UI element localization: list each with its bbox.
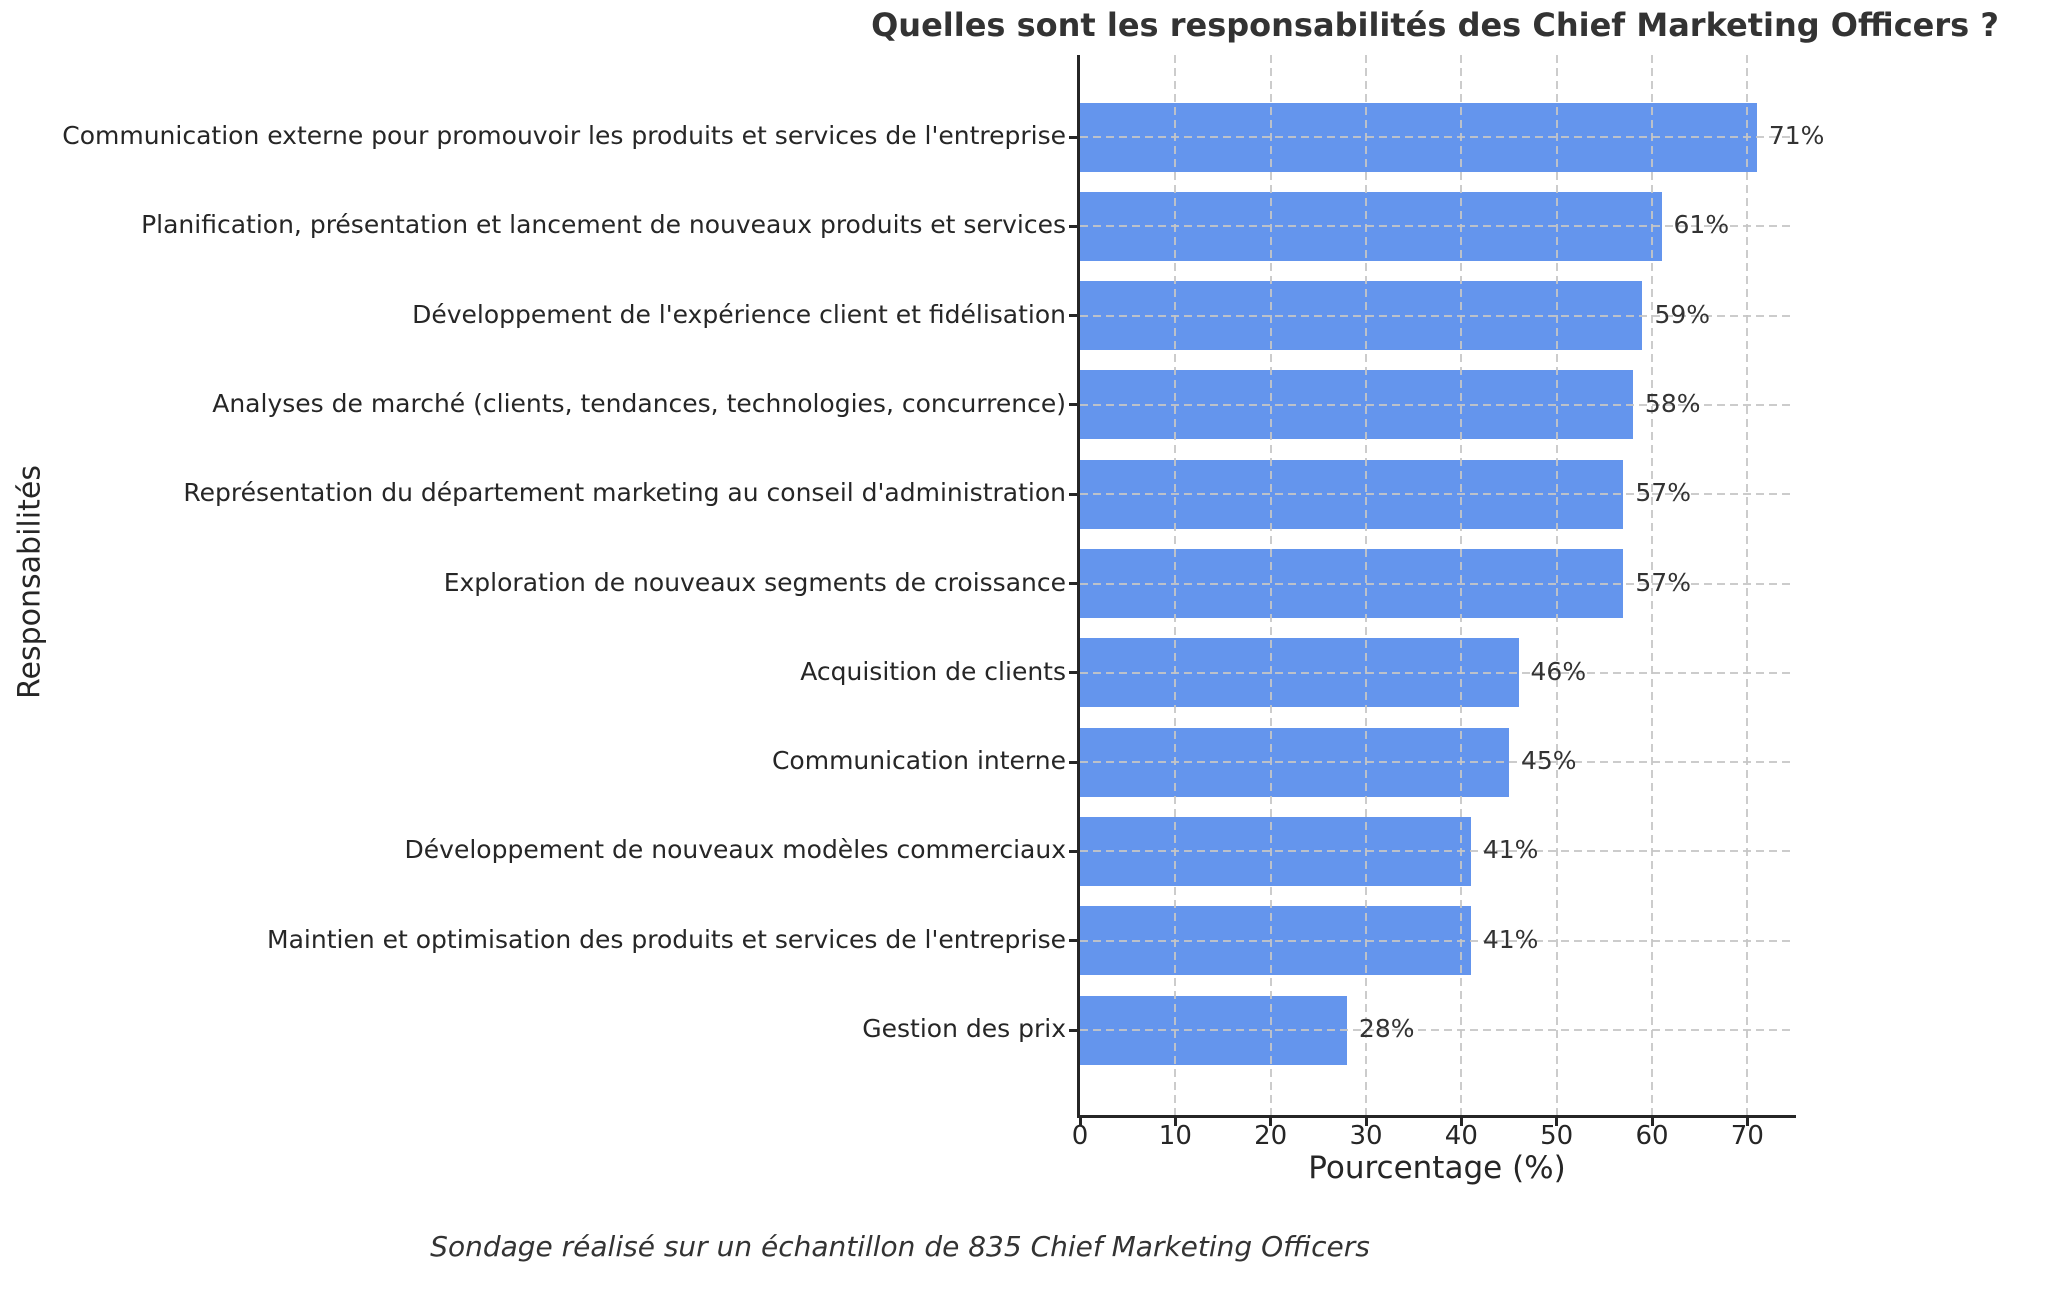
bar-value-label: 45% [1521,746,1577,776]
bar-value-label: 71% [1768,121,1825,150]
gridline-vertical [1460,55,1463,1115]
gridline-horizontal [1080,1029,1795,1031]
x-axis-spine [1077,1115,1796,1118]
category-label: Communication interne [771,746,1066,776]
category-label: Représentation du département marketing … [183,478,1066,508]
x-tick-mark [1650,1117,1654,1126]
gridline-horizontal [1080,761,1795,764]
gridline-horizontal [1080,671,1795,674]
y-tick-mark [1069,671,1077,675]
bar-value-label: 28% [1358,1014,1415,1043]
gridline-horizontal [1080,225,1795,228]
x-tick-mark [1078,1117,1082,1126]
category-label: Communication externe pour promouvoir le… [62,121,1066,150]
gridline-vertical [1555,55,1558,1115]
gridline-vertical [1651,55,1653,1115]
gridline-horizontal [1080,403,1795,406]
gridline-horizontal [1080,314,1795,317]
footnote: Sondage réalisé sur un échantillon de 83… [430,1230,1370,1263]
gridline-horizontal [1080,493,1795,496]
gridline-vertical [1365,55,1367,1115]
y-tick-mark [1069,135,1077,139]
x-tick-mark [1745,1117,1749,1126]
gridline-horizontal [1080,850,1795,853]
bar-value-label: 57% [1635,567,1691,597]
category-label: Exploration de nouveaux segments de croi… [443,567,1066,597]
gridline-horizontal [1080,582,1795,585]
x-axis-label: Pourcentage (%) [1308,1150,1566,1186]
y-tick-mark [1069,314,1077,318]
x-tick-label: 60 [1635,1121,1669,1151]
y-tick-mark [1069,760,1077,764]
y-tick-mark [1069,1028,1077,1032]
x-tick-label: 10 [1158,1121,1192,1151]
x-tick-label: 40 [1444,1121,1478,1151]
bar-value-label: 61% [1673,210,1730,240]
x-tick-label: 20 [1254,1121,1288,1151]
bar-value-label: 41% [1482,835,1539,865]
y-tick-mark [1069,492,1077,496]
bar-value-label: 46% [1530,656,1587,686]
gridline-vertical [1269,55,1272,1115]
gridline-vertical [1746,55,1749,1115]
y-tick-mark [1069,849,1077,853]
gridline-horizontal [1080,136,1795,138]
bar-value-label: 41% [1482,924,1539,954]
x-tick-label: 0 [1071,1121,1089,1151]
category-label: Gestion des prix [862,1014,1066,1043]
y-axis-spine [1077,55,1080,1118]
category-label: Développement de l'expérience client et … [412,299,1066,329]
category-label: Planification, présentation et lancement… [141,210,1066,240]
bar-value-label: 59% [1654,299,1711,329]
y-tick-mark [1069,224,1077,228]
category-label: Développement de nouveaux modèles commer… [404,835,1066,865]
x-tick-mark [1173,1117,1177,1126]
y-tick-mark [1069,403,1077,407]
x-tick-label: 50 [1540,1121,1574,1151]
x-tick-mark [1555,1117,1559,1126]
gridline-vertical [1174,55,1177,1115]
x-tick-mark [1269,1117,1273,1126]
category-label: Maintien et optimisation des produits et… [267,924,1066,954]
gridline-horizontal [1080,939,1795,942]
bar-value-label: 58% [1644,388,1701,418]
chart-title: Quelles sont les responsabilités des Chi… [871,6,1999,44]
bar-value-label: 57% [1635,478,1691,508]
plot-area: 71% 61% 59% 58% 57% 57% 46% 45% 41% 41% 28% [1069,55,1824,1126]
x-tick-mark [1459,1117,1463,1126]
category-label: Analyses de marché (clients, tendances, … [212,388,1066,418]
y-tick-mark [1069,939,1077,943]
x-tick-label: 30 [1349,1121,1383,1151]
x-tick-mark [1364,1117,1368,1126]
category-labels: Communication externe pour promouvoir le… [62,121,1066,1043]
y-tick-mark [1069,582,1077,585]
category-label: Acquisition de clients [800,656,1066,686]
x-tick-label: 70 [1730,1121,1764,1151]
